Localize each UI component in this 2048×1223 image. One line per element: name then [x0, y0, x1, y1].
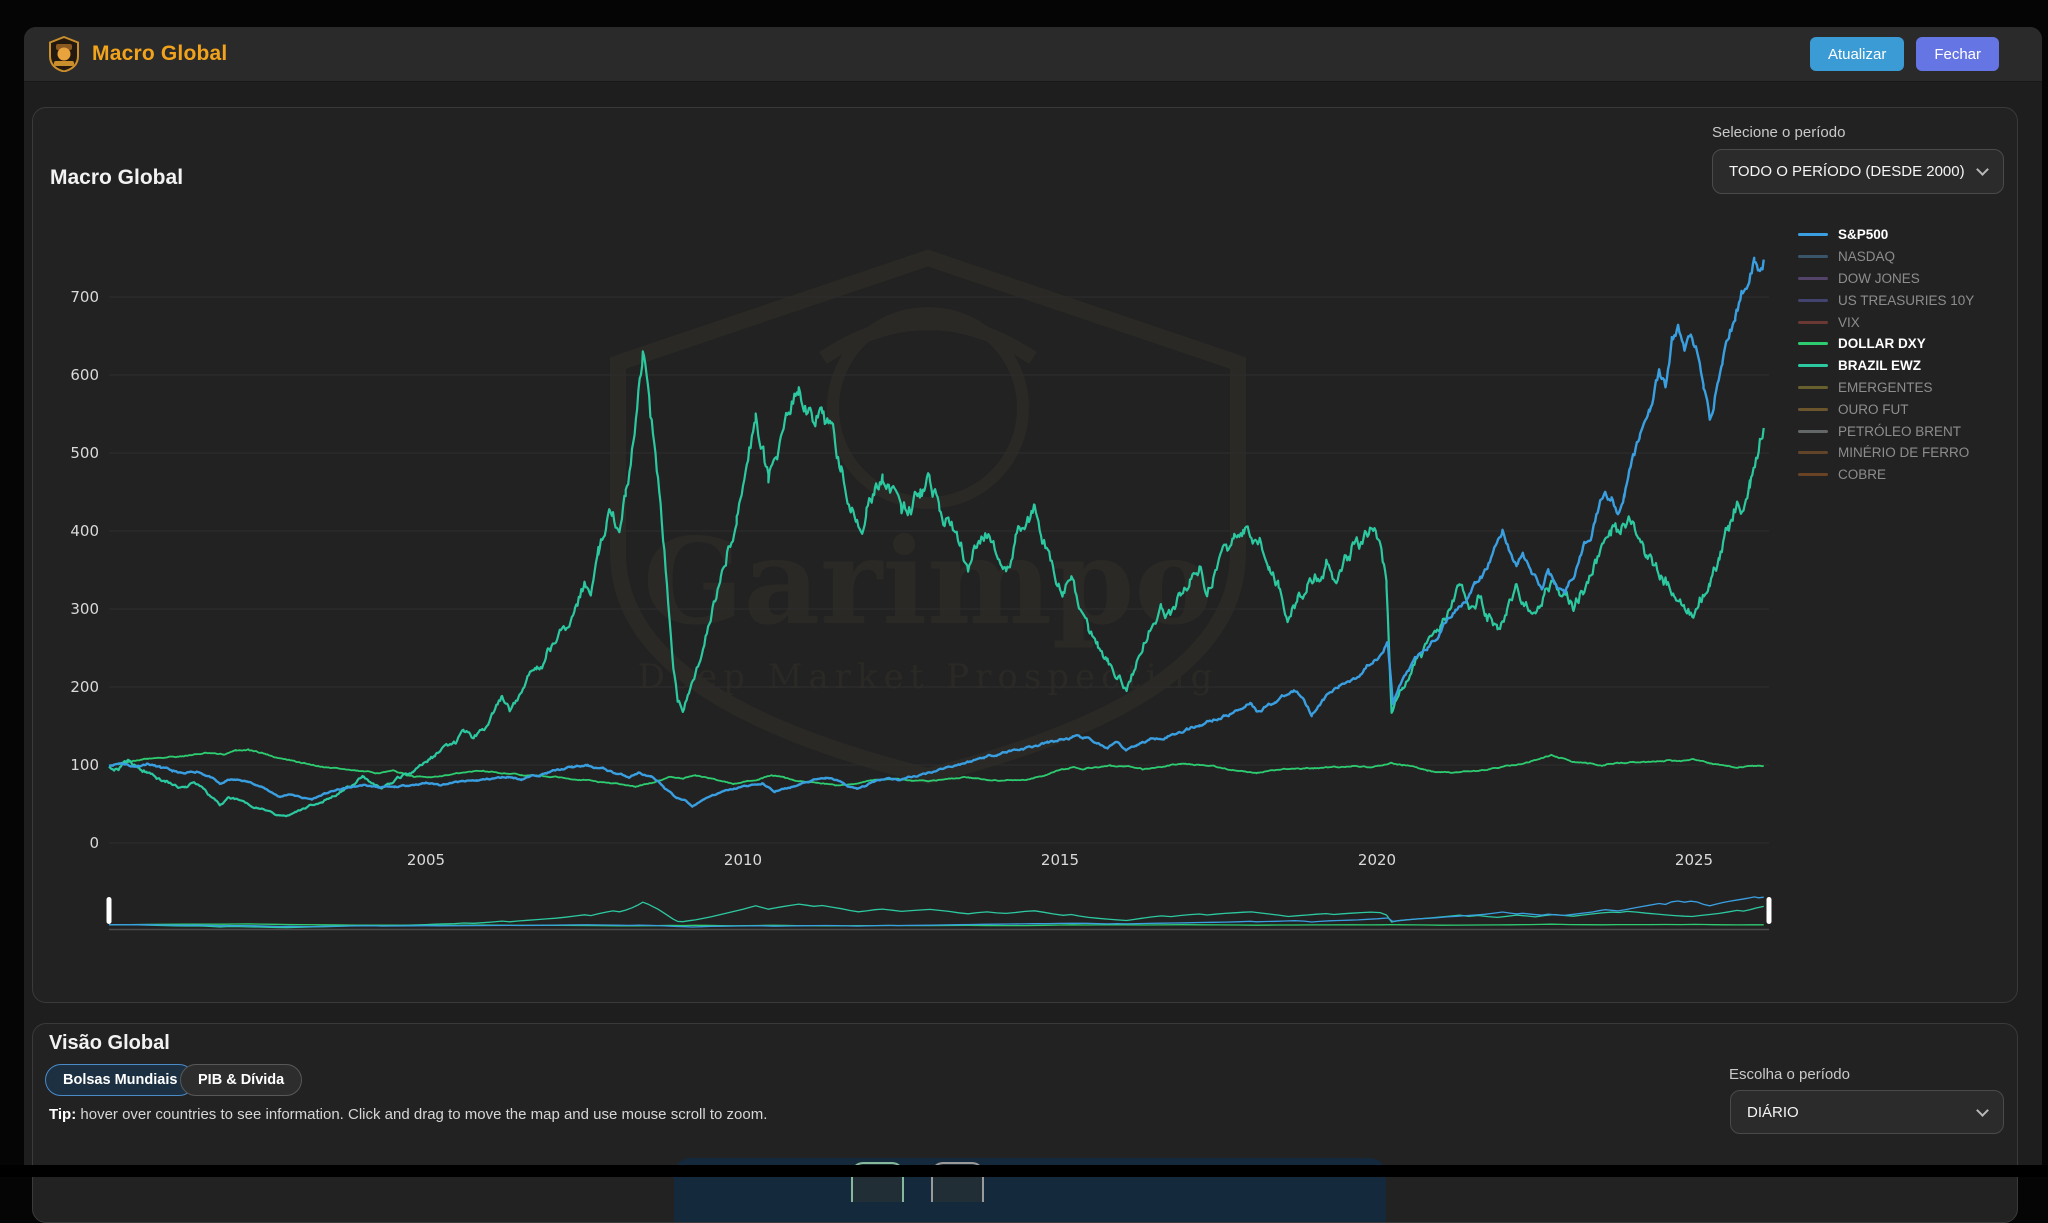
- legend-swatch: [1798, 385, 1828, 389]
- legend-swatch: [1798, 276, 1828, 280]
- macro-chart[interactable]: Garimpo Deep Market Prospecting 0 100 200 3…: [33, 108, 2019, 1004]
- legend-label: DOW JONES: [1838, 270, 1920, 286]
- legend-swatch: [1798, 451, 1828, 455]
- legend-label: EMERGENTES: [1838, 379, 1933, 395]
- svg-text:2020: 2020: [1358, 851, 1396, 869]
- svg-text:0: 0: [89, 834, 99, 852]
- svg-text:200: 200: [70, 678, 99, 696]
- svg-text:2015: 2015: [1041, 851, 1079, 869]
- legend-item-us-treasuries-10y[interactable]: US TREASURIES 10Y: [1798, 289, 2013, 311]
- legend-item-emergentes[interactable]: EMERGENTES: [1798, 377, 2013, 399]
- svg-text:300: 300: [70, 600, 99, 618]
- navigator-handle-left[interactable]: [106, 897, 112, 924]
- legend-swatch: [1798, 233, 1828, 237]
- legend-swatch: [1798, 320, 1828, 324]
- tip-bold: Tip:: [49, 1106, 77, 1123]
- svg-text:2005: 2005: [407, 851, 445, 869]
- legend-label: BRAZIL EWZ: [1838, 358, 1921, 374]
- svg-text:400: 400: [70, 522, 99, 540]
- svg-text:2025: 2025: [1675, 851, 1713, 869]
- legend-swatch: [1798, 342, 1828, 346]
- legend-swatch: [1798, 364, 1828, 368]
- legend-item-dollar-dxy[interactable]: DOLLAR DXY: [1798, 333, 2013, 355]
- legend-item-brazil-ewz[interactable]: BRAZIL EWZ: [1798, 355, 2013, 377]
- chevron-down-icon: [1976, 1103, 1989, 1117]
- garimpo-logo-icon: [49, 36, 79, 72]
- svg-text:500: 500: [70, 444, 99, 462]
- svg-text:Deep Market Prospecting: Deep Market Prospecting: [638, 657, 1219, 697]
- map-period-value: DIÁRIO: [1747, 1103, 1799, 1121]
- legend-label: US TREASURIES 10Y: [1838, 292, 1975, 308]
- chart-navigator[interactable]: [106, 896, 1772, 931]
- chart-legend: S&P500 NASDAQ DOW JONES US TREASURIES 10Y VI…: [1798, 224, 2013, 486]
- map-period-label: Escolha o período: [1729, 1066, 1850, 1083]
- macro-global-panel: Macro Global Atualizar Fechar Selecione …: [24, 27, 2042, 1223]
- legend-swatch: [1798, 429, 1828, 433]
- legend-item-vix[interactable]: VIX: [1798, 311, 2013, 333]
- legend-label: MINÉRIO DE FERRO: [1838, 445, 1970, 461]
- legend-label: NASDAQ: [1838, 249, 1896, 265]
- legend-item-nasdaq[interactable]: NASDAQ: [1798, 246, 2013, 268]
- period-select-value: TODO O PERÍODO (DESDE 2000): [1729, 163, 1965, 180]
- macro-global-card: Selecione o período TODO O PERÍODO (DESD…: [32, 107, 2018, 1003]
- legend-label: COBRE: [1838, 467, 1887, 483]
- close-button[interactable]: Fechar: [1916, 37, 1999, 71]
- tip-rest: hover over countries to see information.…: [76, 1106, 768, 1123]
- legend-item-s-p500[interactable]: S&P500: [1798, 224, 2013, 246]
- legend-label: VIX: [1838, 314, 1860, 330]
- svg-text:2010: 2010: [724, 851, 762, 869]
- chart-axis-labels: 0 100 200 300 400 500 600 700 2005 2010 2015 2020 20…: [70, 288, 1713, 869]
- section-title: Visão Global: [49, 1032, 170, 1054]
- map-period-select[interactable]: DIÁRIO: [1730, 1090, 2004, 1134]
- legend-item-petr-leo-brent[interactable]: PETRÓLEO BRENT: [1798, 420, 2013, 442]
- legend-swatch: [1798, 473, 1828, 477]
- navigator-handle-right[interactable]: [1766, 897, 1772, 924]
- update-button[interactable]: Atualizar: [1809, 37, 1905, 71]
- legend-item-dow-jones[interactable]: DOW JONES: [1798, 268, 2013, 290]
- legend-item-cobre[interactable]: COBRE: [1798, 464, 2013, 486]
- legend-swatch: [1798, 407, 1828, 411]
- tab-pib-divida[interactable]: PIB & Dívida: [180, 1064, 303, 1096]
- viewport-clip-edge: [0, 1165, 2048, 1177]
- svg-text:700: 700: [70, 288, 99, 306]
- legend-swatch: [1798, 255, 1828, 259]
- period-select[interactable]: TODO O PERÍODO (DESDE 2000): [1712, 149, 2004, 194]
- garimpo-watermark: Garimpo Deep Market Prospecting: [610, 249, 1246, 785]
- legend-label: DOLLAR DXY: [1838, 336, 1926, 352]
- panel-header: Macro Global Atualizar Fechar: [24, 27, 2042, 82]
- svg-text:100: 100: [70, 756, 99, 774]
- legend-label: S&P500: [1838, 227, 1889, 243]
- tab-bolsas-mundiais[interactable]: Bolsas Mundiais: [45, 1064, 196, 1096]
- legend-item-ouro-fut[interactable]: OURO FUT: [1798, 398, 2013, 420]
- period-select-label: Selecione o período: [1712, 124, 1846, 141]
- visao-global-card: Visão Global Bolsas Mundiais PIB & Dívid…: [32, 1023, 2018, 1223]
- chart-title: Macro Global: [50, 166, 184, 189]
- legend-label: PETRÓLEO BRENT: [1838, 423, 1962, 439]
- legend-item-min-rio-de-ferro[interactable]: MINÉRIO DE FERRO: [1798, 442, 2013, 464]
- svg-text:600: 600: [70, 366, 99, 384]
- legend-label: OURO FUT: [1838, 401, 1909, 417]
- map-tip-text: Tip: hover over countries to see informa…: [49, 1106, 767, 1123]
- app-title: Macro Global: [92, 42, 228, 65]
- legend-swatch: [1798, 298, 1828, 302]
- svg-text:Garimpo: Garimpo: [643, 512, 1213, 651]
- chart-series: [108, 256, 1765, 818]
- chart-gridlines: [109, 296, 1769, 844]
